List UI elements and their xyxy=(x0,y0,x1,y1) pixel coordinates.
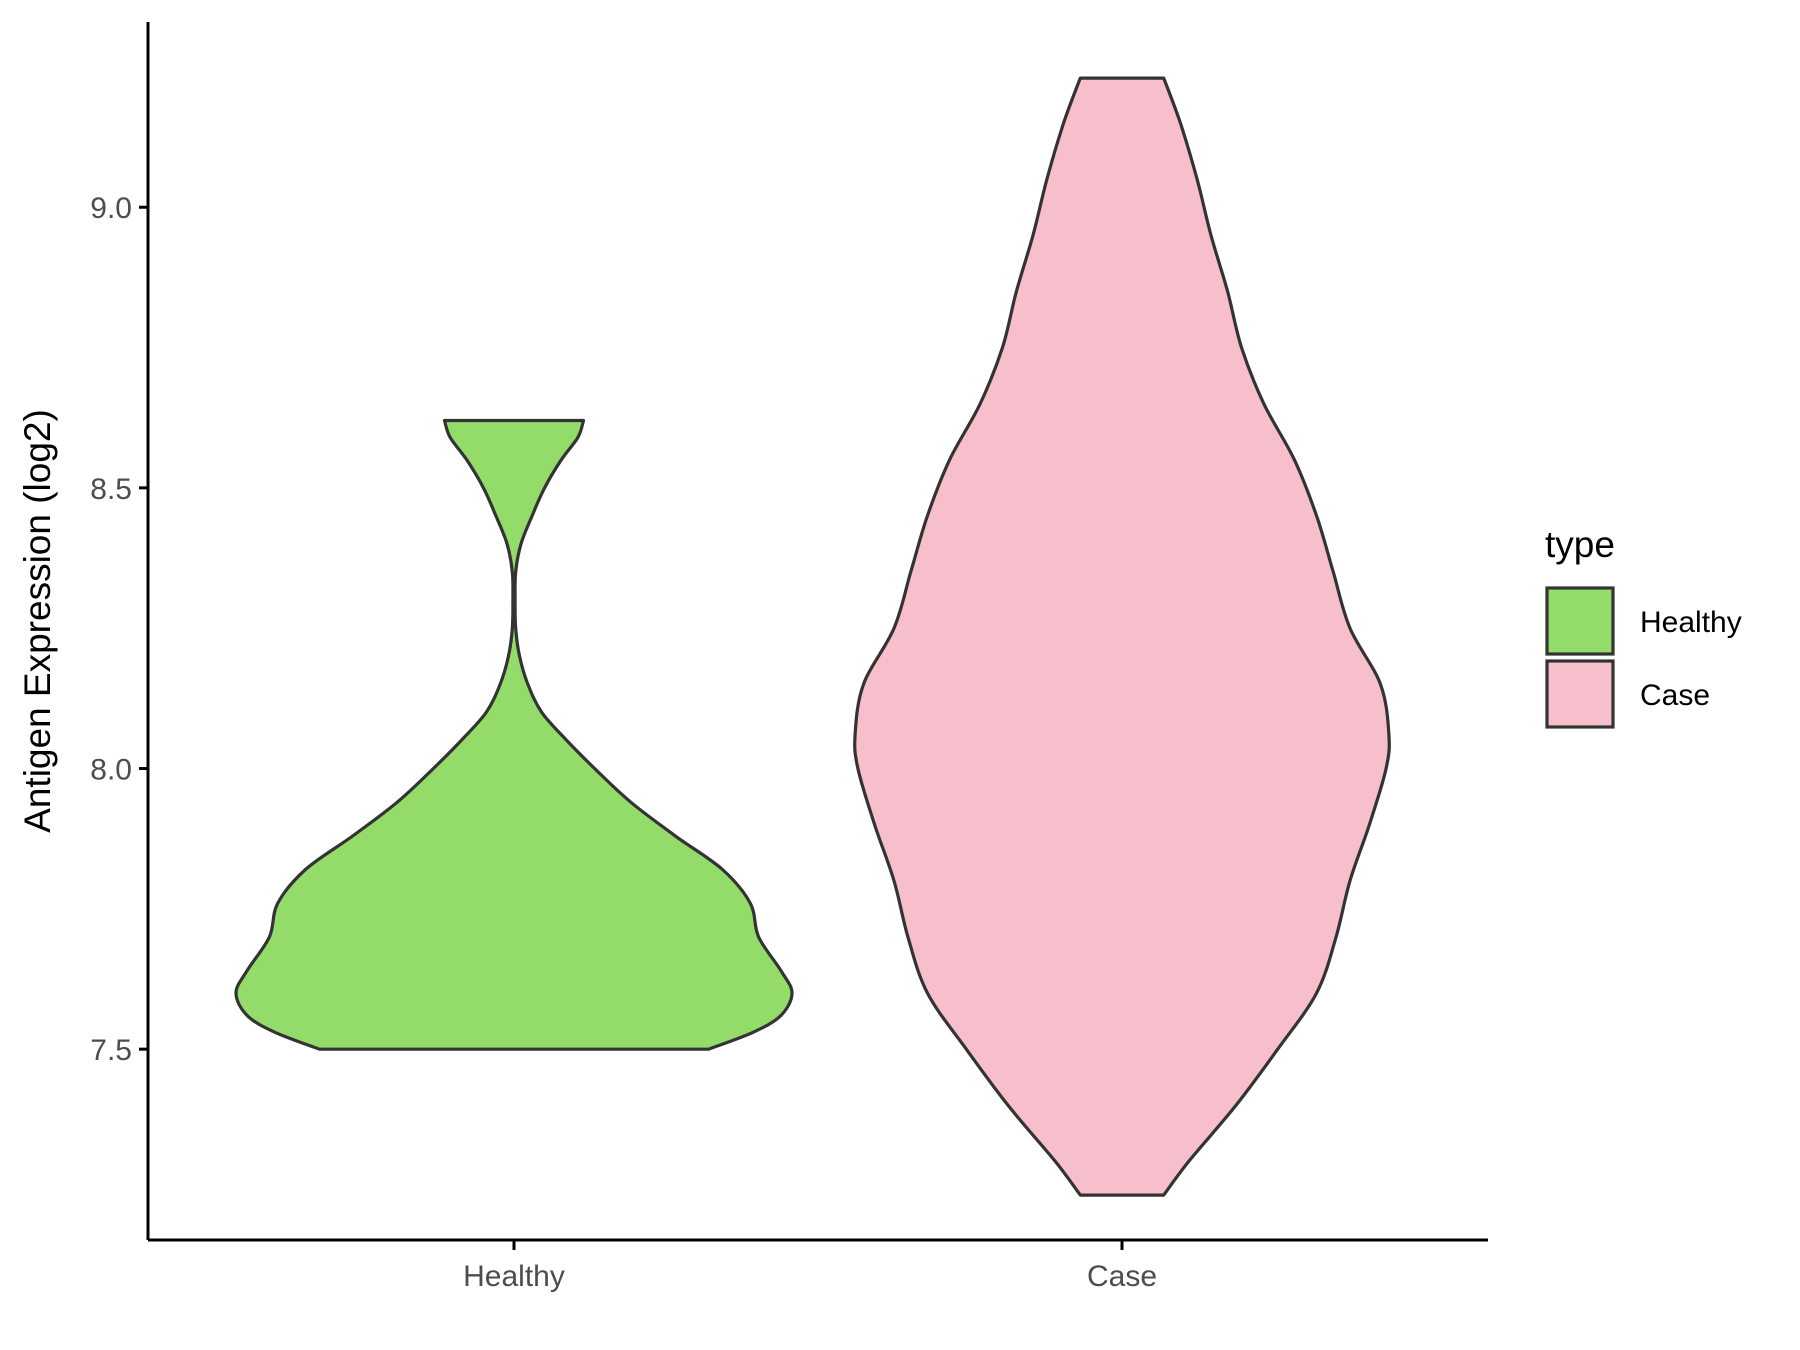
y-tick-label: 8.0 xyxy=(90,754,132,787)
x-tick-label: Case xyxy=(1087,1260,1157,1293)
violin-layer xyxy=(234,76,1391,1197)
y-axis-title: Antigen Expression (log2) xyxy=(17,409,58,833)
violin-healthy xyxy=(234,418,794,1051)
x-tick-label: Healthy xyxy=(463,1260,565,1293)
y-tick-label: 8.5 xyxy=(90,473,132,506)
y-tick-label: 7.5 xyxy=(90,1034,132,1067)
legend-label-healthy: Healthy xyxy=(1640,606,1742,639)
x-ticks: Healthy Case xyxy=(463,1240,1157,1293)
legend-swatch-healthy xyxy=(1545,586,1615,656)
axes-layer: 7.5 8.0 8.5 9.0 Healthy Case xyxy=(90,22,1488,1293)
legend-label-case: Case xyxy=(1640,679,1710,712)
legend-title: type xyxy=(1545,524,1615,565)
y-ticks: 7.5 8.0 8.5 9.0 xyxy=(90,192,148,1067)
legend: type Healthy Case xyxy=(1545,524,1742,729)
y-tick-label: 9.0 xyxy=(90,192,132,225)
violin-case xyxy=(853,76,1391,1197)
legend-swatch-case xyxy=(1545,659,1615,729)
legend-entries: Healthy Case xyxy=(1545,586,1742,729)
